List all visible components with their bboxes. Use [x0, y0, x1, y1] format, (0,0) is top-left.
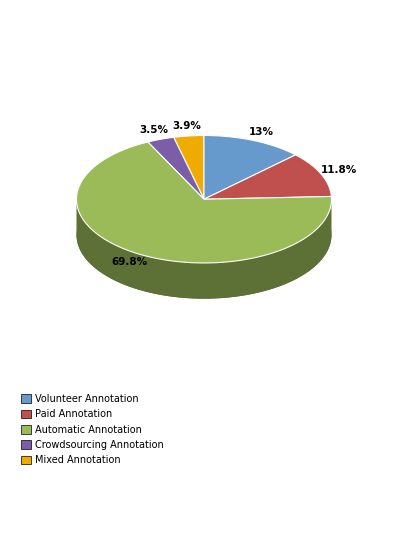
- Polygon shape: [77, 177, 331, 299]
- Polygon shape: [77, 142, 331, 263]
- Polygon shape: [148, 173, 204, 199]
- Text: 69.8%: 69.8%: [111, 257, 147, 267]
- Polygon shape: [204, 136, 295, 199]
- Text: 3.5%: 3.5%: [140, 125, 169, 136]
- Text: 3.9%: 3.9%: [172, 121, 201, 132]
- Polygon shape: [148, 137, 204, 199]
- Polygon shape: [204, 155, 331, 199]
- Text: 13%: 13%: [248, 127, 274, 137]
- Polygon shape: [174, 171, 204, 199]
- Polygon shape: [204, 191, 331, 232]
- Polygon shape: [204, 171, 295, 199]
- Text: 11.8%: 11.8%: [321, 165, 357, 175]
- Polygon shape: [174, 136, 204, 199]
- Polygon shape: [77, 199, 331, 299]
- Legend: Volunteer Annotation, Paid Annotation, Automatic Annotation, Crowdsourcing Annot: Volunteer Annotation, Paid Annotation, A…: [21, 394, 164, 465]
